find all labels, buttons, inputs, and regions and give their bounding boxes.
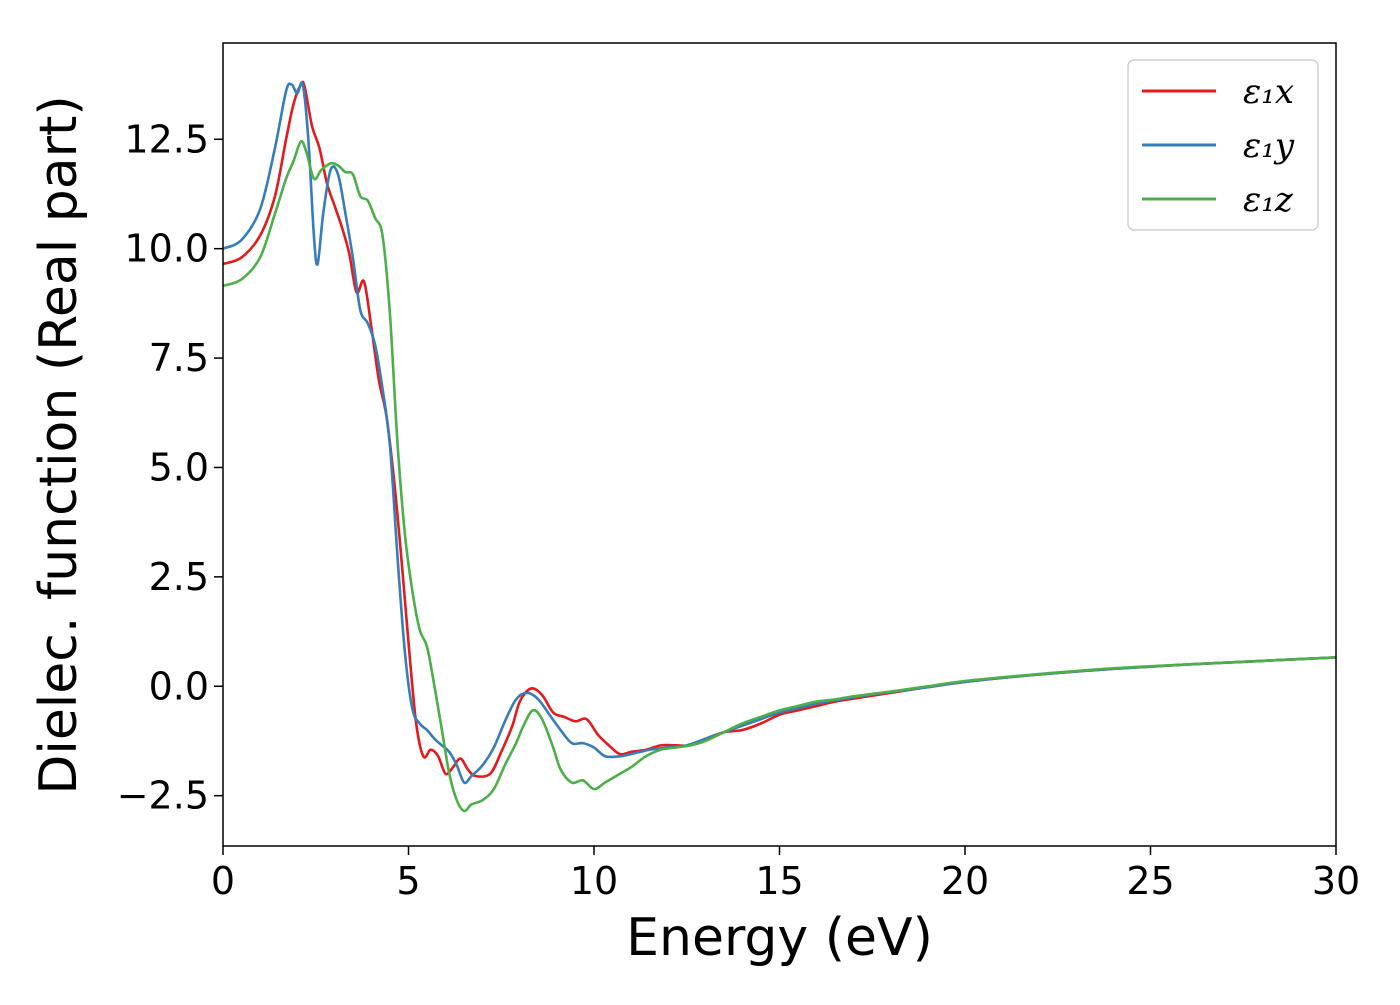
x-axis-ticks: 0 5 10 15 20 25 30 xyxy=(211,846,1360,903)
y-tick-label: 2.5 xyxy=(149,555,209,599)
x-tick-label: 10 xyxy=(570,859,618,903)
y-tick-label: 10.0 xyxy=(124,227,209,271)
series-layer xyxy=(223,80,1336,813)
y-tick-label: 12.5 xyxy=(124,117,209,161)
legend: ε₁x ε₁y ε₁z xyxy=(1127,59,1319,231)
y-axis-ticks: −2.5 0.0 2.5 5.0 7.5 10.0 12.5 xyxy=(117,117,223,818)
legend-label-2: ε₁y xyxy=(1243,126,1295,166)
x-tick-label: 20 xyxy=(941,859,989,903)
series-line-3 xyxy=(223,139,1336,813)
y-tick-label: 7.5 xyxy=(149,336,209,380)
y-tick-label: 5.0 xyxy=(149,445,209,489)
x-tick-label: 30 xyxy=(1312,859,1360,903)
legend-items: ε₁x ε₁y ε₁z xyxy=(1142,72,1295,220)
x-tick-label: 5 xyxy=(396,859,420,903)
series-line-2 xyxy=(223,81,1336,785)
x-tick-label: 0 xyxy=(211,859,235,903)
series-line-1 xyxy=(223,80,1336,778)
legend-label-3: ε₁z xyxy=(1243,180,1294,220)
x-tick-label: 15 xyxy=(755,859,803,903)
y-tick-label: −2.5 xyxy=(117,774,209,818)
y-axis-title: Dielec. function (Real part) xyxy=(29,95,89,794)
legend-box xyxy=(1127,59,1319,231)
legend-label-1: ε₁x xyxy=(1243,72,1294,112)
y-tick-label: 0.0 xyxy=(149,664,209,708)
x-axis-title: Energy (eV) xyxy=(626,908,933,968)
x-tick-label: 25 xyxy=(1126,859,1174,903)
